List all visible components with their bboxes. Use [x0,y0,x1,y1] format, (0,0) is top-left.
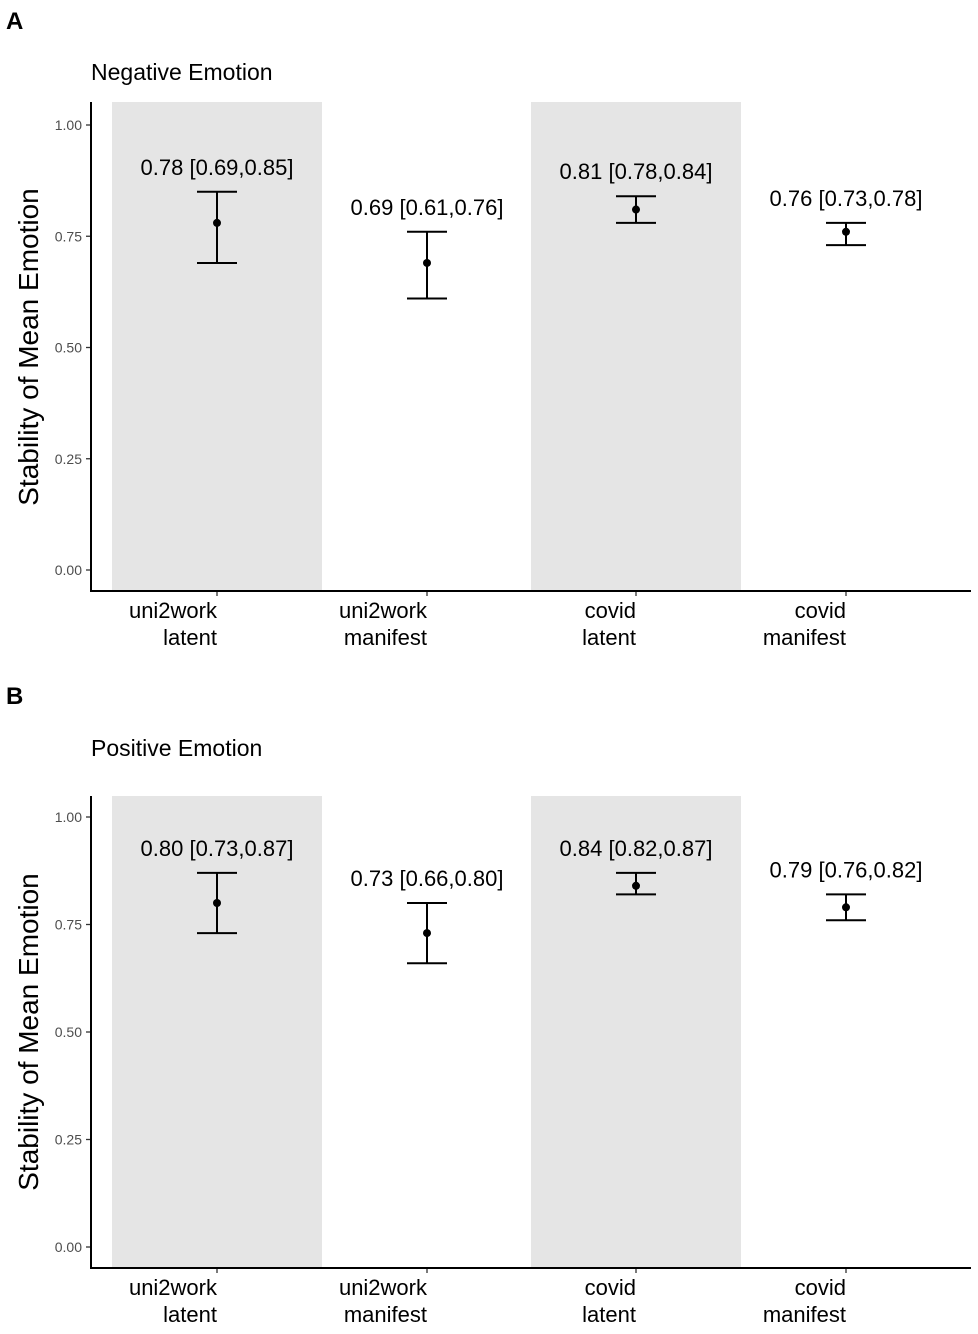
y-tick-label: 0.00 [55,1239,82,1255]
shaded-bands [112,102,741,590]
point-estimate [423,258,431,267]
error-bar-group: 0.81 [0.78,0.84] [560,159,713,224]
x-tick-label: manifest [763,1302,846,1327]
shaded-band [531,102,741,590]
x-axis-ticks: uni2worklatentuni2workmanifestcovidlaten… [129,591,847,650]
data-label: 0.84 [0.82,0.87] [560,836,713,861]
x-tick-label: uni2work [129,598,218,623]
shaded-band [531,796,741,1267]
y-tick-label: 0.50 [55,1024,82,1040]
y-tick-label: 1.00 [55,117,82,133]
point-estimate [213,218,221,227]
x-tick-label: manifest [344,625,427,650]
error-bar-group: 0.78 [0.69,0.85] [141,155,294,264]
x-tick-label: covid [585,598,636,623]
y-tick-label: 0.25 [55,1132,82,1148]
shaded-band [112,796,322,1267]
error-bar-group: 0.79 [0.76,0.82] [770,857,923,922]
error-bar-group: 0.84 [0.82,0.87] [560,836,713,896]
error-bars: 0.78 [0.69,0.85] 0.69 [0.61,0.76] 0.81 [0.… [141,155,923,300]
y-tick-label: 0.00 [55,562,82,578]
data-label: 0.79 [0.76,0.82] [770,857,923,882]
shaded-band [112,102,322,590]
panel-letter: B [6,683,23,710]
y-axis-ticks: 0.00 0.25 0.50 0.75 1.00 [55,809,91,1255]
x-tick-label: latent [582,1302,636,1327]
x-tick-label: covid [795,1275,846,1300]
x-tick-label: manifest [763,625,846,650]
x-tick-label: covid [795,598,846,623]
data-label: 0.76 [0.73,0.78] [770,186,923,211]
y-tick-label: 0.50 [55,340,82,356]
point-estimate [632,205,640,214]
x-tick-label: manifest [344,1302,427,1327]
point-estimate [632,881,640,890]
y-axis-ticks: 0.00 0.25 0.50 0.75 1.00 [55,117,91,578]
error-bar-group: 0.76 [0.73,0.78] [770,186,923,247]
point-estimate [423,929,431,938]
x-tick-label: uni2work [129,1275,218,1300]
data-label: 0.81 [0.78,0.84] [560,159,713,184]
panel-title: Negative Emotion [91,59,273,85]
x-tick-label: latent [582,625,636,650]
data-label: 0.73 [0.66,0.80] [351,866,504,891]
x-tick-label: latent [163,625,217,650]
y-tick-label: 1.00 [55,809,82,825]
panel-a: A Negative Emotion Stability of Mean Emo… [6,8,971,650]
data-label: 0.78 [0.69,0.85] [141,155,294,180]
point-estimate [842,903,850,912]
y-axis-label: Stability of Mean Emotion [13,188,44,506]
y-tick-label: 0.25 [55,451,82,467]
x-tick-label: uni2work [339,1275,428,1300]
x-axis-ticks: uni2worklatentuni2workmanifestcovidlaten… [129,1268,847,1327]
panel-letter: A [6,8,23,35]
panel-b: B Positive Emotion Stability of Mean Emo… [6,683,971,1327]
y-axis-label: Stability of Mean Emotion [13,873,44,1191]
x-tick-label: uni2work [339,598,428,623]
error-bar-group: 0.69 [0.61,0.76] [351,195,504,300]
data-label: 0.69 [0.61,0.76] [351,195,504,220]
error-bar-group: 0.80 [0.73,0.87] [141,836,294,935]
y-tick-label: 0.75 [55,917,82,933]
data-label: 0.80 [0.73,0.87] [141,836,294,861]
point-estimate [842,227,850,236]
panel-title: Positive Emotion [91,735,262,761]
error-bar-group: 0.73 [0.66,0.80] [351,866,504,965]
y-tick-label: 0.75 [55,228,82,244]
x-tick-label: latent [163,1302,217,1327]
error-bars: 0.80 [0.73,0.87] 0.73 [0.66,0.80] 0.84 [0.… [141,836,923,965]
x-tick-label: covid [585,1275,636,1300]
point-estimate [213,899,221,907]
